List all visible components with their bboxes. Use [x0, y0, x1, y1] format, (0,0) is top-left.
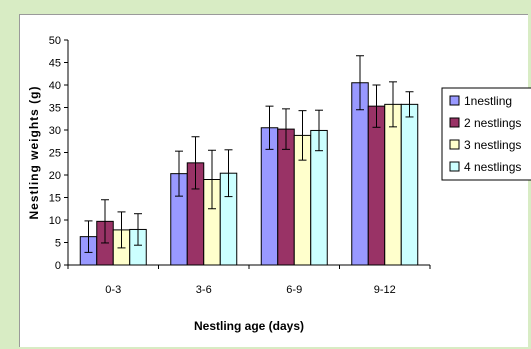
legend-label: 2 nestlings	[464, 116, 521, 130]
bar	[384, 103, 402, 266]
legend-label: 1nestling	[464, 94, 512, 108]
x-tick-label: 3-6	[196, 284, 212, 296]
bar	[367, 105, 386, 266]
x-tick-label: 0-3	[105, 284, 121, 296]
legend-swatch	[449, 117, 460, 128]
x-axis: 0-3 3-6 6-9 9-12	[67, 264, 431, 296]
x-tick-label: 9-12	[374, 284, 396, 296]
legend-swatch	[449, 139, 460, 150]
y-tick-label: 20	[49, 170, 61, 182]
y-tick-label: 45	[49, 58, 61, 70]
y-tick-label: 40	[49, 80, 61, 92]
bars	[79, 82, 419, 266]
y-tick-label: 5	[55, 238, 61, 250]
legend-swatch	[449, 95, 460, 106]
y-axis: 0 5 10 15 20 25 30 35 40 45 50	[49, 35, 69, 272]
x-axis-title: Nestling age (days)	[194, 319, 304, 333]
y-tick-label: 15	[49, 193, 61, 205]
y-tick-label: 30	[49, 125, 61, 137]
legend-swatch	[449, 161, 460, 172]
y-tick-label: 25	[49, 148, 61, 160]
y-tick-label: 50	[49, 35, 61, 47]
legend-label: 3 nestlings	[464, 138, 521, 152]
legend: 1nestling 2 nestlings 3 nestlings 4 nestlin…	[441, 87, 531, 181]
error-bars	[84, 55, 414, 253]
y-tick-label: 10	[49, 215, 61, 227]
y-tick-label: 35	[49, 103, 61, 115]
y-axis-title: Nestling weights (g)	[27, 86, 41, 220]
y-tick-label: 0	[55, 260, 61, 272]
bar	[400, 103, 419, 266]
legend-label: 4 nestlings	[464, 160, 521, 174]
x-tick-label: 6-9	[286, 284, 302, 296]
